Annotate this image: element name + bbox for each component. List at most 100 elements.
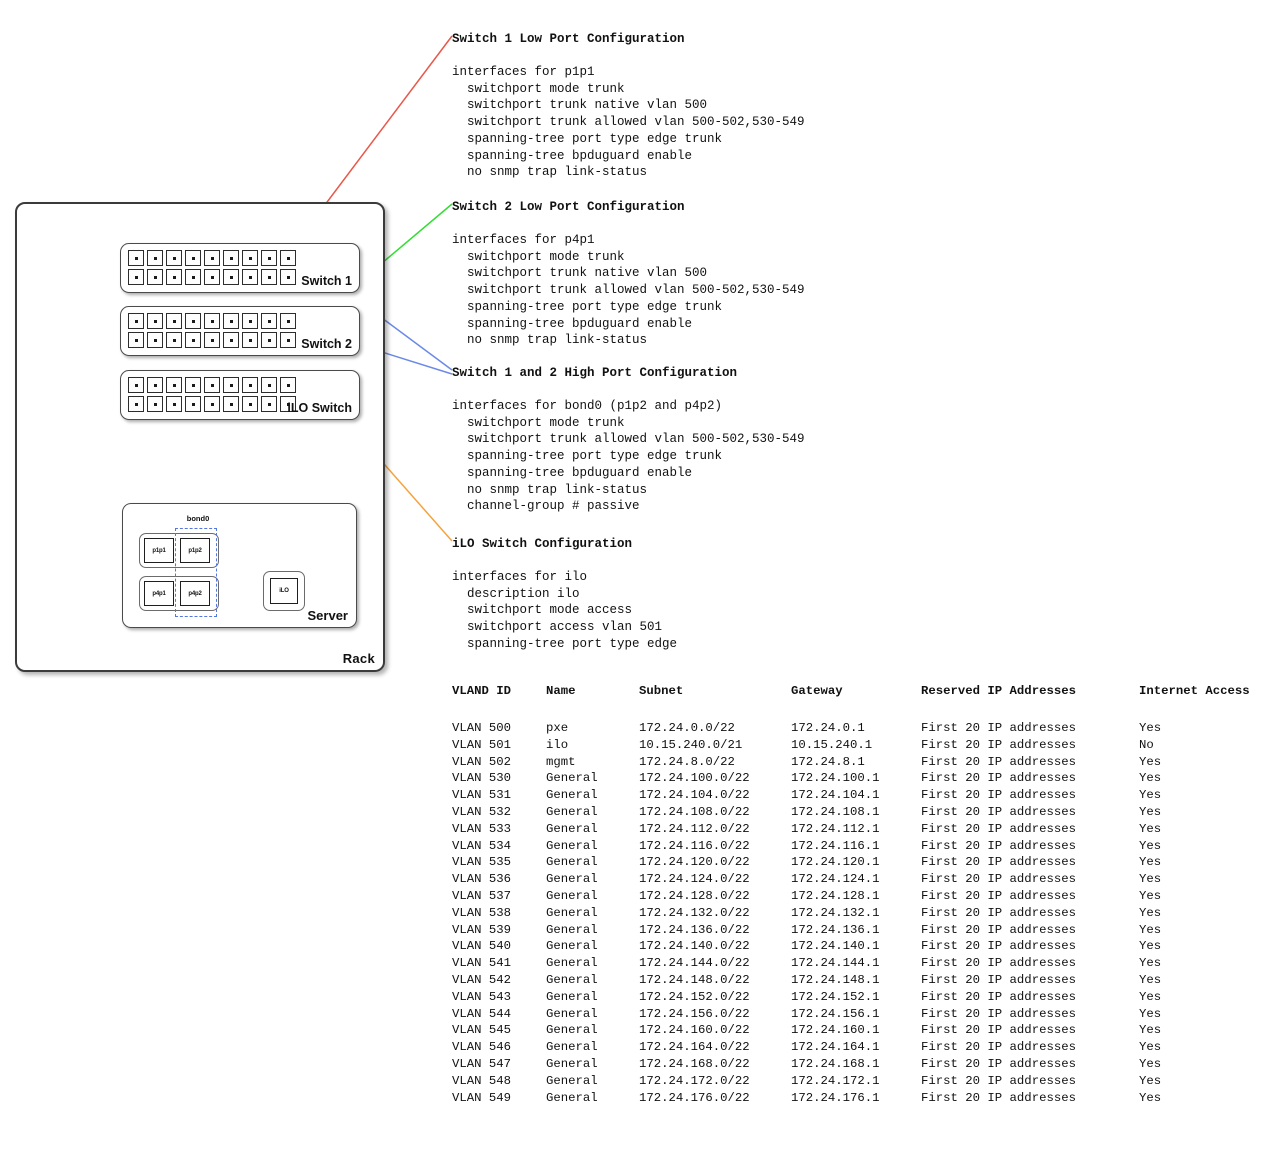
switch-port[interactable] <box>223 250 239 266</box>
cell-gateway: 172.24.120.1 <box>791 855 880 870</box>
cell-reserved-ip: First 20 IP addresses <box>921 1090 1076 1105</box>
cell-name: General <box>546 1006 598 1021</box>
switch-port[interactable] <box>128 250 144 266</box>
switch-port[interactable] <box>147 377 163 393</box>
cell-name: mgmt <box>546 754 576 769</box>
switch-port[interactable] <box>280 313 296 329</box>
device-ilo-switch[interactable]: iLO Switch <box>120 370 360 420</box>
switch-port[interactable] <box>204 269 220 285</box>
nic-port-p4p2[interactable]: p4p2 <box>180 581 210 606</box>
switch-port[interactable] <box>242 313 258 329</box>
cell-internet-access: Yes <box>1139 989 1162 1004</box>
cell-reserved-ip: First 20 IP addresses <box>921 1056 1076 1071</box>
nic-port-p4p1[interactable]: p4p1 <box>144 581 174 606</box>
cell-subnet: 172.24.8.0/22 <box>639 754 735 769</box>
nic-port-ilo[interactable]: iLO <box>270 578 298 604</box>
switch-port[interactable] <box>204 377 220 393</box>
switch-port[interactable] <box>185 396 201 412</box>
ilo-switch-port-row-2 <box>128 396 296 412</box>
cell-vland-id: VLAN 534 <box>452 838 512 853</box>
switch-port[interactable] <box>280 269 296 285</box>
switch-port[interactable] <box>185 250 201 266</box>
switch-port[interactable] <box>204 313 220 329</box>
ilo-switch-label: iLO Switch <box>287 401 352 415</box>
switch-port[interactable] <box>223 377 239 393</box>
switch-1-port-row-1 <box>128 250 296 266</box>
nic-port-p1p1[interactable]: p1p1 <box>144 538 174 563</box>
switch-port[interactable] <box>185 377 201 393</box>
switch-port[interactable] <box>242 377 258 393</box>
nic-port-p1p2[interactable]: p1p2 <box>180 538 210 563</box>
switch-port[interactable] <box>128 396 144 412</box>
cell-name: General <box>546 939 598 954</box>
switch-port[interactable] <box>147 250 163 266</box>
cell-name: General <box>546 956 598 971</box>
cell-reserved-ip: First 20 IP addresses <box>921 754 1076 769</box>
switch-port[interactable] <box>261 313 277 329</box>
table-row: VLAN 536 General 172.24.124.0/22 172.24.124… <box>452 871 1250 888</box>
cell-name: General <box>546 1056 598 1071</box>
device-switch-1[interactable]: Switch 1 <box>120 243 360 293</box>
switch-port[interactable] <box>261 377 277 393</box>
switch-port[interactable] <box>261 250 277 266</box>
switch-port[interactable] <box>147 269 163 285</box>
switch-port[interactable] <box>280 332 296 348</box>
device-server[interactable]: bond0 p1p1 p1p2 p4p1 p4p2 iLO Server <box>122 503 357 628</box>
cell-internet-access: Yes <box>1139 1006 1162 1021</box>
switch-port[interactable] <box>166 250 182 266</box>
vlan-table-header-row: VLAND ID Name Subnet Gateway Reserved IP… <box>452 684 1250 720</box>
switch-port[interactable] <box>185 313 201 329</box>
switch-port[interactable] <box>166 332 182 348</box>
switch-port[interactable] <box>147 332 163 348</box>
device-switch-2[interactable]: Switch 2 <box>120 306 360 356</box>
cell-vland-id: VLAN 546 <box>452 1040 512 1055</box>
switch-port[interactable] <box>223 313 239 329</box>
switch-port[interactable] <box>128 313 144 329</box>
switch-port[interactable] <box>166 269 182 285</box>
switch-port[interactable] <box>128 269 144 285</box>
switch-port[interactable] <box>185 332 201 348</box>
switch-port[interactable] <box>280 250 296 266</box>
config-block-switch2-low: Switch 2 Low Port Configuration interfac… <box>452 200 805 349</box>
switch-port[interactable] <box>147 313 163 329</box>
cell-vland-id: VLAN 540 <box>452 939 512 954</box>
column-header-reserved-ip: Reserved IP Addresses <box>921 684 1076 698</box>
table-row: VLAN 530 General 172.24.100.0/22 172.24.100… <box>452 770 1250 787</box>
config-title: Switch 1 Low Port Configuration <box>452 32 685 46</box>
switch-port[interactable] <box>242 250 258 266</box>
switch-port[interactable] <box>242 396 258 412</box>
switch-port[interactable] <box>242 269 258 285</box>
switch-port[interactable] <box>185 269 201 285</box>
switch-port[interactable] <box>204 396 220 412</box>
cell-name: General <box>546 1023 598 1038</box>
switch-port[interactable] <box>166 313 182 329</box>
switch-port[interactable] <box>280 396 296 412</box>
cell-gateway: 172.24.164.1 <box>791 1040 880 1055</box>
switch-port[interactable] <box>261 332 277 348</box>
ilo-switch-port-row-1 <box>128 377 296 393</box>
switch-port[interactable] <box>128 332 144 348</box>
switch-port[interactable] <box>204 332 220 348</box>
switch-port[interactable] <box>223 332 239 348</box>
switch-port[interactable] <box>261 396 277 412</box>
switch-port[interactable] <box>147 396 163 412</box>
cell-internet-access: Yes <box>1139 939 1162 954</box>
switch-port[interactable] <box>166 396 182 412</box>
switch-port[interactable] <box>261 269 277 285</box>
cell-subnet: 172.24.112.0/22 <box>639 821 750 836</box>
switch-port[interactable] <box>223 269 239 285</box>
column-header-name: Name <box>546 684 576 698</box>
switch-port[interactable] <box>204 250 220 266</box>
cell-reserved-ip: First 20 IP addresses <box>921 972 1076 987</box>
switch-port[interactable] <box>166 377 182 393</box>
cell-gateway: 172.24.176.1 <box>791 1090 880 1105</box>
cell-vland-id: VLAN 543 <box>452 989 512 1004</box>
cell-subnet: 172.24.168.0/22 <box>639 1056 750 1071</box>
switch-port[interactable] <box>280 377 296 393</box>
config-body: interfaces for p1p1 switchport mode trun… <box>452 65 805 180</box>
switch-port[interactable] <box>223 396 239 412</box>
switch-port[interactable] <box>128 377 144 393</box>
cell-internet-access: Yes <box>1139 788 1162 803</box>
switch-port[interactable] <box>242 332 258 348</box>
